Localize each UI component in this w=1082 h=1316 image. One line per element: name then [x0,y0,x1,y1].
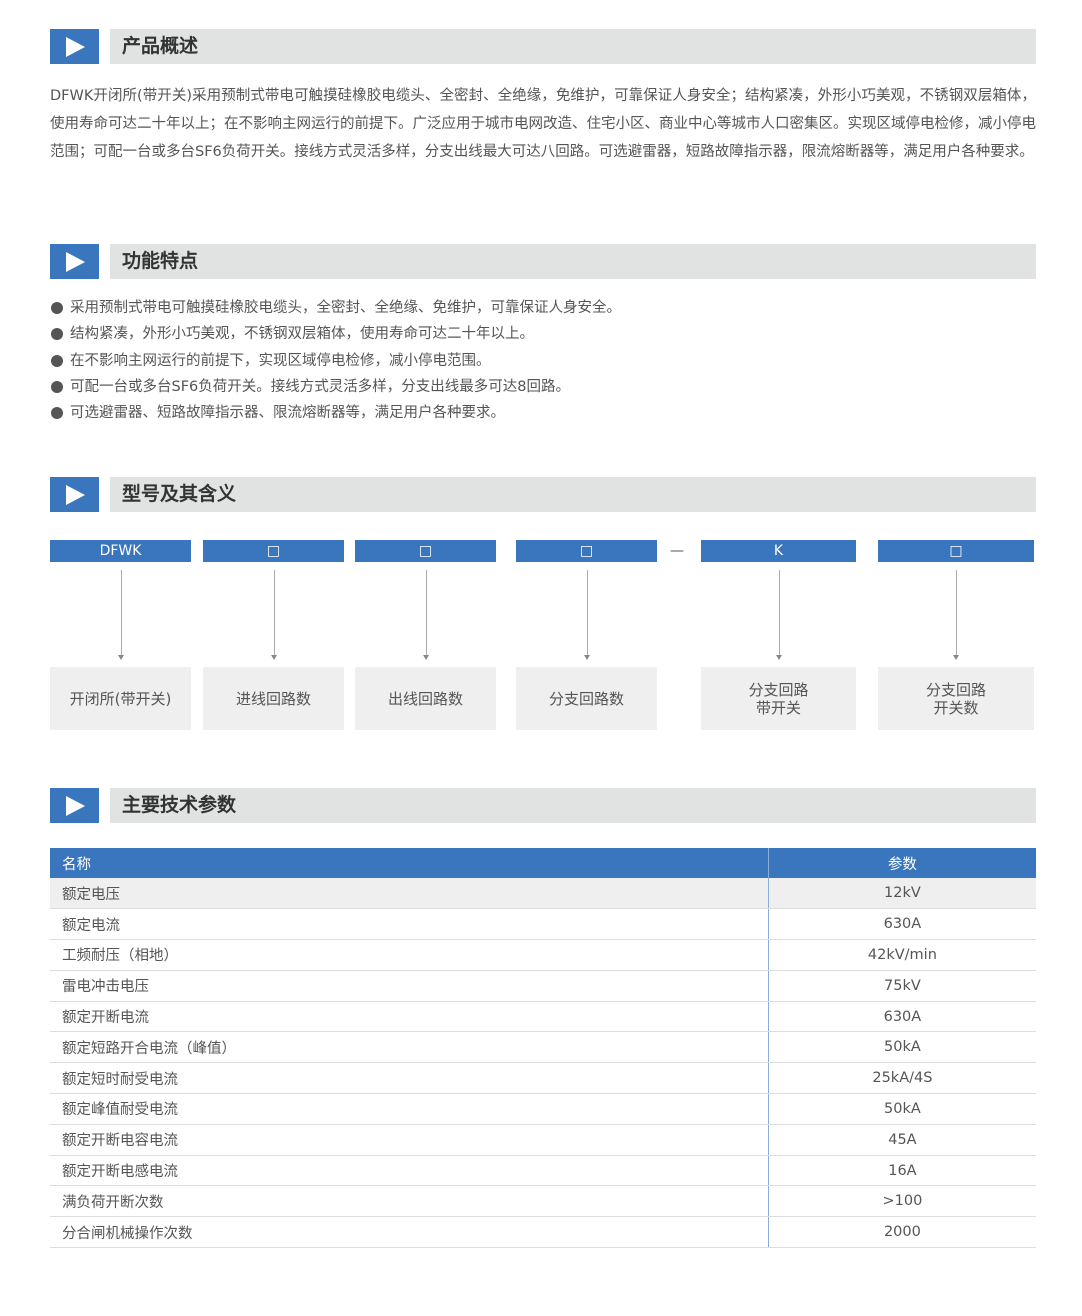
table-row: 额定短路开合电流（峰值） 50kA [50,1031,1036,1064]
model-meaning: 分支回路 开关数 [878,667,1034,730]
arrow-down-icon [118,570,124,660]
overview-text: DFWK开闭所(带开关)采用预制式带电可触摸硅橡胶电缆头、全密封、全绝缘，免维护… [50,88,1036,160]
table-row: 额定电压 12kV [50,878,1036,910]
param-value: 630A [767,1001,1036,1033]
model-code: □ [355,540,496,562]
param-value: >100 [767,1185,1036,1218]
param-value: 12kV [767,878,1036,910]
arrow-down-icon [584,570,590,660]
param-value: 45A [767,1124,1036,1156]
model-meaning: 分支回路数 [516,667,657,730]
model-meaning: 出线回路数 [355,667,496,730]
param-name: 额定电压 [50,878,769,910]
arrow-down-icon [271,570,277,660]
param-name: 额定电流 [50,908,769,941]
param-name: 额定短时耐受电流 [50,1062,769,1095]
param-value: 50kA [767,1031,1036,1064]
model-meaning: 进线回路数 [203,667,344,730]
play-icon [50,244,99,279]
table-row: 额定开断电流 630A [50,1001,1036,1033]
list-item: 在不影响主网运行的前提下，实现区域停电检修，减小停电范围。 [50,348,621,374]
table-row: 额定短时耐受电流 25kA/4S [50,1062,1036,1095]
table-row: 额定开断电感电流 16A [50,1155,1036,1187]
param-name: 满负荷开断次数 [50,1185,769,1218]
section-header-features: 功能特点 [50,244,1036,279]
section-title: 主要技术参数 [110,788,1036,823]
table-row: 满负荷开断次数 >100 [50,1185,1036,1218]
play-icon [50,477,99,512]
feature-list: 采用预制式带电可触摸硅橡胶电缆头，全密封、全绝缘、免维护，可靠保证人身安全。 结… [50,295,621,426]
list-item: 结构紧凑，外形小巧美观，不锈钢双层箱体，使用寿命可达二十年以上。 [50,321,621,347]
model-code: □ [878,540,1034,562]
section-title: 功能特点 [110,244,1036,279]
header-name: 名称 [50,848,769,878]
param-name: 额定峰值耐受电流 [50,1093,769,1125]
section-header-overview: 产品概述 [50,29,1036,64]
param-name: 额定开断电流 [50,1001,769,1033]
play-icon [50,29,99,64]
param-value: 2000 [767,1216,1036,1249]
param-value: 50kA [767,1093,1036,1125]
section-title: 产品概述 [110,29,1036,64]
table-row: 雷电冲击电压 75kV [50,970,1036,1002]
param-value: 75kV [767,970,1036,1002]
param-name: 雷电冲击电压 [50,970,769,1002]
arrow-down-icon [423,570,429,660]
param-value: 42kV/min [767,939,1036,971]
model-code: DFWK [50,540,191,562]
list-item: 采用预制式带电可触摸硅橡胶电缆头，全密封、全绝缘、免维护，可靠保证人身安全。 [50,295,621,321]
arrow-down-icon [953,570,959,660]
section-header-params: 主要技术参数 [50,788,1036,823]
model-code: □ [516,540,657,562]
table-row: 工频耐压（相地） 42kV/min [50,939,1036,971]
list-item: 可配一台或多台SF6负荷开关。接线方式灵活多样，分支出线最多可达8回路。 [50,374,621,400]
model-code: K [701,540,856,562]
param-value: 630A [767,908,1036,941]
play-icon [50,788,99,823]
table-row: 分合闸机械操作次数 2000 [50,1216,1036,1249]
list-item: 可选避雷器、短路故障指示器、限流熔断器等，满足用户各种要求。 [50,400,621,426]
model-meaning: 开闭所(带开关) [50,667,191,730]
section-header-model: 型号及其含义 [50,477,1036,512]
table-row: 额定峰值耐受电流 50kA [50,1093,1036,1125]
table-row: 额定电流 630A [50,908,1036,941]
table-row: 额定开断电容电流 45A [50,1124,1036,1156]
model-dash: — [670,543,684,559]
params-table: 名称 参数 额定电压 12kV 额定电流 630A 工频耐压（相地） 42kV/min 雷电冲… [50,848,1036,1249]
section-title: 型号及其含义 [110,477,1036,512]
model-code: □ [203,540,344,562]
header-value: 参数 [767,848,1036,878]
param-name: 额定短路开合电流（峰值） [50,1031,769,1064]
param-name: 额定开断电感电流 [50,1155,769,1187]
model-meaning: 分支回路 带开关 [701,667,856,730]
param-value: 25kA/4S [767,1062,1036,1095]
param-name: 工频耐压（相地） [50,939,769,971]
param-name: 分合闸机械操作次数 [50,1216,769,1249]
arrow-down-icon [776,570,782,660]
param-name: 额定开断电容电流 [50,1124,769,1156]
param-value: 16A [767,1155,1036,1187]
